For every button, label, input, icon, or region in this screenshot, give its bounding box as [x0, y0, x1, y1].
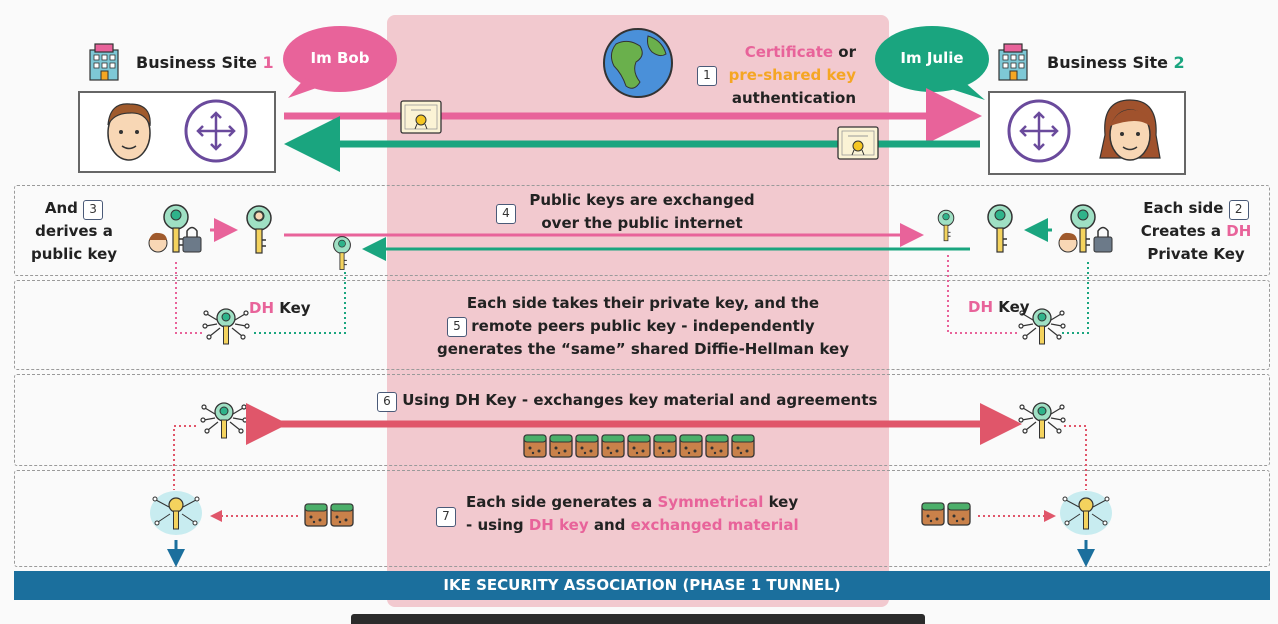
step2-line2b: DH — [1226, 222, 1252, 240]
router-icon — [1007, 99, 1071, 163]
step6-badge: 6 — [377, 392, 397, 412]
step2-badge: 2 — [1228, 200, 1249, 220]
step7-l2c: and — [588, 516, 631, 534]
step4-badge: 4 — [496, 204, 516, 224]
padlock-icon — [182, 226, 202, 253]
row-exchange — [14, 374, 1270, 466]
step4-line1: Public keys are exchanged — [529, 191, 755, 209]
padlock-icon — [1093, 226, 1113, 253]
step1-certificate: Certificate — [744, 43, 834, 61]
step7-l1b: Symmetrical — [657, 493, 764, 511]
step4-text: Public keys are exchanged over the publi… — [520, 189, 764, 235]
dh-label-dh: DH — [968, 298, 994, 316]
router-icon — [184, 99, 248, 163]
julie-bubble: Im Julie — [900, 49, 964, 67]
key-material-bricks — [523, 434, 755, 458]
dh-key-label-right: DH Key — [968, 296, 1030, 319]
step7-text: Each side generates a Symmetrical key - … — [466, 491, 816, 537]
step6-text: 6 Using DH Key - exchanges key material … — [377, 389, 897, 412]
left-person-small-icon — [148, 232, 168, 253]
step5-text: Each side takes their private key, and t… — [436, 292, 850, 361]
step7-l1a: Each side generates a — [466, 493, 658, 511]
step2-line3: Private Key — [1147, 245, 1245, 263]
dh-label-key: Key — [993, 298, 1030, 316]
globe-icon — [603, 28, 673, 98]
step4-line2: over the public internet — [541, 214, 743, 232]
bob-bubble: Im Bob — [310, 49, 370, 67]
step3-line1: And — [44, 199, 78, 217]
dh-key-label-left: DH Key — [249, 297, 311, 320]
step7-l2b: DH key — [528, 516, 589, 534]
step6-label: Using DH Key - exchanges key material an… — [402, 391, 878, 409]
step1-or: or — [833, 43, 856, 61]
row-keys — [14, 185, 1270, 276]
site1-number: 1 — [262, 53, 274, 72]
step3-text: And 3 derives a public key — [28, 197, 120, 266]
public-key-icon — [987, 204, 1013, 253]
sym-connectors — [173, 425, 1087, 522]
step7-badge: 7 — [436, 507, 456, 527]
dh-label-dh: DH — [249, 299, 275, 317]
building-icon — [998, 43, 1028, 81]
right-person-small-icon — [1058, 232, 1078, 253]
step3-line2: derives a — [35, 222, 113, 240]
ike-sa-banner: IKE SECURITY ASSOCIATION (PHASE 1 TUNNEL… — [14, 571, 1270, 600]
step5-badge: 5 — [447, 317, 467, 337]
step7-l2d: exchanged material — [630, 516, 799, 534]
symmetric-key-icon — [150, 491, 202, 535]
remote-public-key-icon — [333, 236, 351, 271]
site2-number: 2 — [1173, 53, 1185, 72]
building-icon — [89, 43, 119, 81]
caption-bar — [351, 614, 925, 624]
step2-text: Each side 2 Creates a DH Private Key — [1132, 197, 1260, 266]
step1-authentication: authentication — [731, 89, 856, 107]
certificate-icon — [837, 126, 879, 160]
row-symmetric — [14, 470, 1270, 567]
step1-psk: pre-shared key — [728, 66, 856, 84]
step5-line1: Each side takes their private key, and t… — [466, 294, 820, 312]
step1-text: Certificate or pre-shared key authentica… — [696, 41, 856, 110]
bob-face-icon — [107, 103, 151, 161]
step2-line1: Each side — [1143, 199, 1224, 217]
step5-line2: remote peers public key - independently — [471, 317, 815, 335]
step3-line3: public key — [30, 245, 118, 263]
step3-badge: 3 — [83, 200, 104, 220]
step1-badge: 1 — [697, 66, 717, 86]
site1-title: Business Site 1 — [136, 51, 274, 74]
julie-face-icon — [1099, 99, 1161, 161]
step7-l1c: key — [763, 493, 799, 511]
site1-label: Business Site — [136, 53, 257, 72]
dh-connectors — [175, 255, 1089, 334]
step7-l2a: - using — [466, 516, 529, 534]
row-dh — [14, 280, 1270, 370]
dh-label-key: Key — [274, 299, 311, 317]
step2-line2a: Creates a — [1140, 222, 1227, 240]
certificate-icon — [400, 100, 442, 134]
site2-label: Business Site — [1047, 53, 1168, 72]
bob-bubble-shape — [283, 26, 397, 98]
dh-key-icon — [1018, 402, 1066, 439]
site2-title: Business Site 2 — [1047, 51, 1185, 74]
dh-key-icon — [202, 308, 250, 345]
remote-public-key-icon — [937, 209, 955, 242]
step5-line3: generates the “same” shared Diffie-Hellm… — [437, 340, 849, 358]
symmetric-key-icon — [1060, 491, 1112, 535]
dh-key-icon — [200, 402, 248, 439]
